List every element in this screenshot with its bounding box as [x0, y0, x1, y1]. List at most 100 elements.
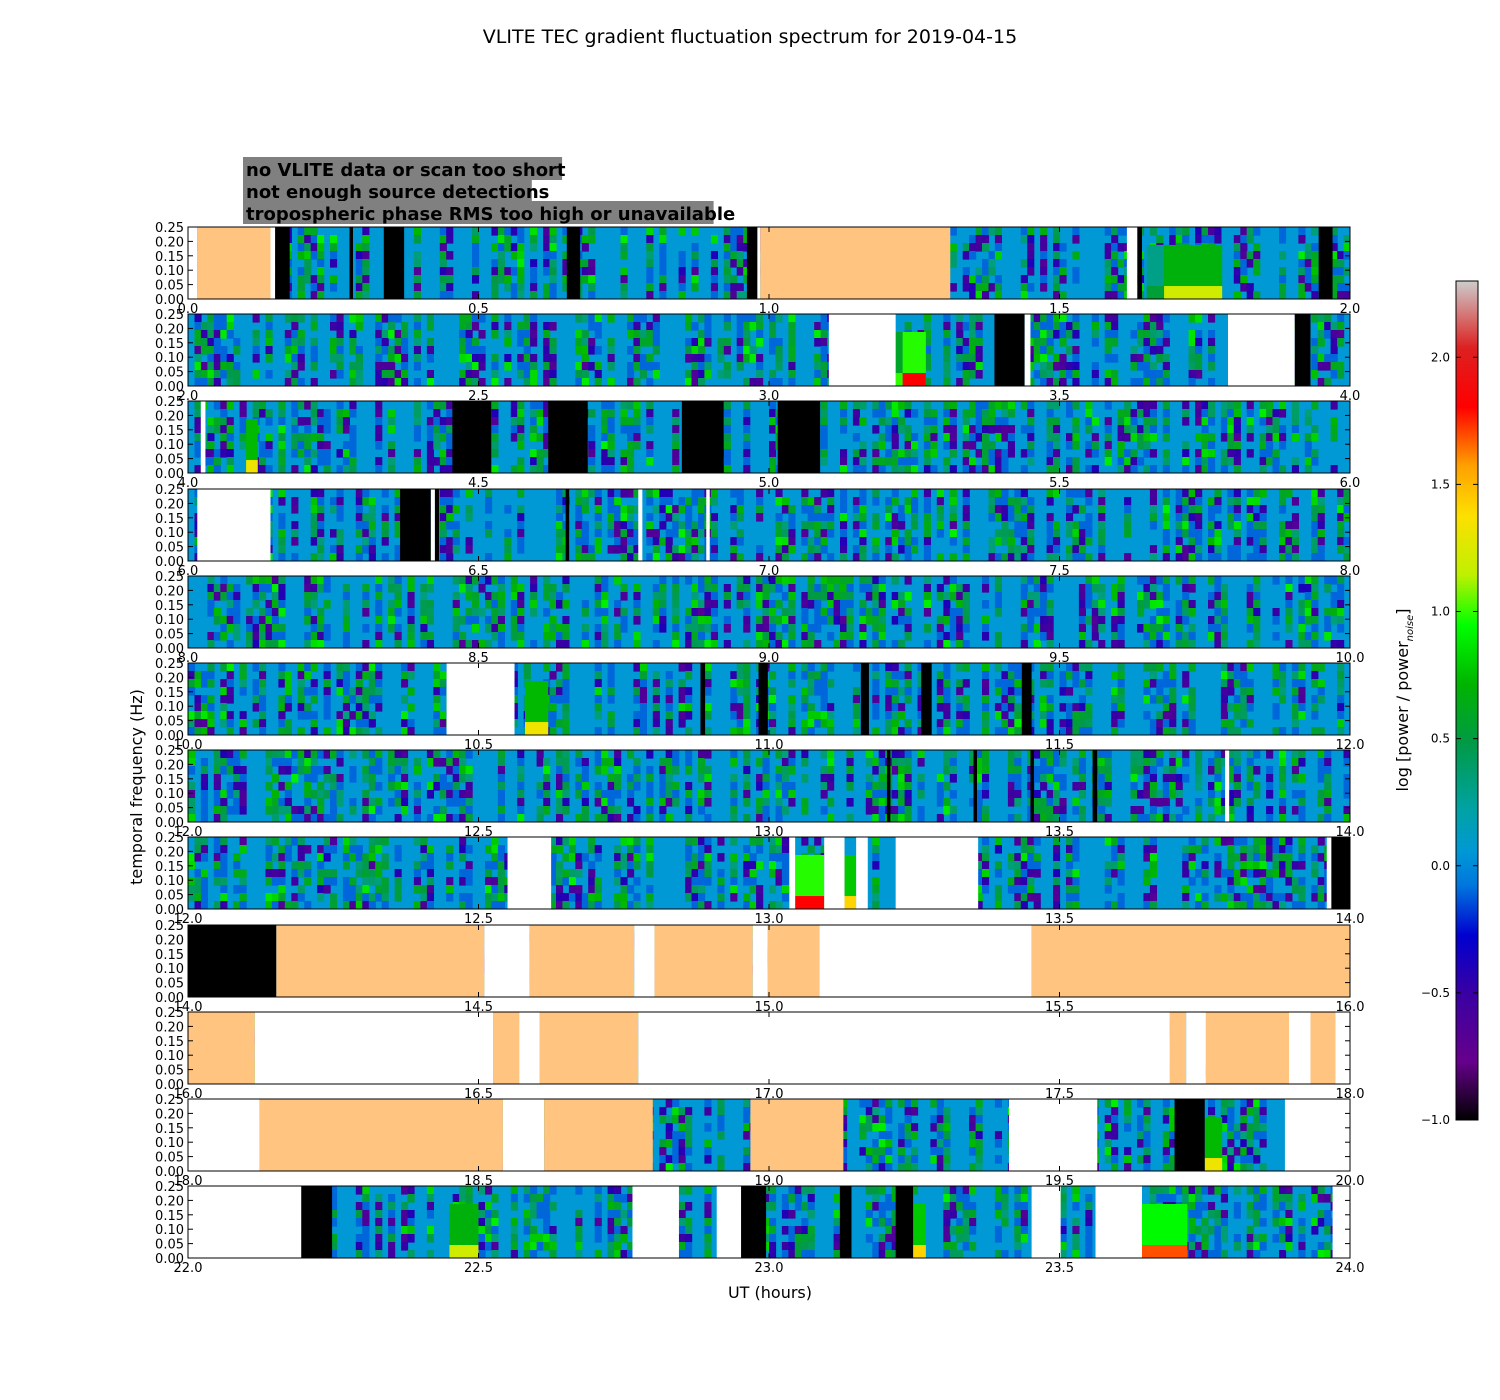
y-tick-label: 0.15	[155, 512, 184, 527]
panel-5: 0.000.050.100.150.200.25 10.0 10.5 11.0 11.5…	[155, 657, 1364, 753]
y-tick-label: 0.10	[155, 700, 184, 715]
x-tick-label: 22.0	[174, 1261, 203, 1276]
flag-black	[700, 663, 706, 735]
flag-orange	[197, 227, 271, 299]
y-tick-label: 0.15	[155, 337, 184, 352]
x-tick-label: 10.5	[464, 738, 493, 753]
x-tick-label: 14.5	[464, 1000, 493, 1015]
y-tick-label: 0.25	[155, 657, 184, 672]
y-tick-label: 0.00	[155, 816, 184, 831]
x-tick-label: 14.0	[174, 1000, 203, 1015]
x-tick-label: 2.5	[468, 389, 489, 404]
flag-white	[519, 1012, 540, 1084]
flag-white	[1008, 1099, 1098, 1171]
flag-white	[1227, 314, 1295, 386]
panel-8: 0.000.050.100.150.200.25 14.0 14.5 15.0 15.5…	[155, 919, 1364, 1015]
flag-black	[1174, 1099, 1205, 1171]
flag-white	[446, 663, 515, 735]
y-tick-label: 0.25	[155, 483, 184, 498]
flag-black	[839, 1186, 852, 1258]
y-tick-label: 0.15	[155, 860, 184, 875]
x-tick-label: 19.5	[1045, 1174, 1074, 1189]
flag-white	[188, 1099, 260, 1171]
colorbar-label: log [power / powernoise]	[1393, 608, 1416, 791]
x-tick-label: 2.0	[1340, 302, 1361, 317]
flag-black	[452, 401, 492, 473]
panel-4: 0.000.050.100.150.200.25 8.0 8.5 9.0 9.5 10.0	[155, 570, 1364, 666]
y-tick-label: 0.00	[155, 555, 184, 570]
chart-title: VLITE TEC gradient fluctuation spectrum …	[483, 26, 1017, 48]
colorbar-tick-label: 0.5	[1431, 732, 1450, 746]
flag-black	[349, 227, 354, 299]
y-tick-label: 0.25	[155, 1006, 184, 1021]
flag-white	[1031, 1186, 1061, 1258]
colorbar: −1.0 −0.5 0.0 0.5 1.0 1.5 2.0 log [power / powe…	[1393, 280, 1479, 1127]
x-tick-label: 16.0	[1336, 1000, 1365, 1015]
x-tick-label: 8.0	[178, 651, 199, 666]
y-tick-label: 0.10	[155, 264, 184, 279]
flag-black	[188, 925, 277, 997]
flag-white	[1024, 314, 1031, 386]
hot-region	[1204, 1117, 1223, 1171]
flag-black	[746, 227, 758, 299]
flag-orange	[544, 1099, 653, 1171]
flag-black	[895, 1186, 914, 1258]
y-tick-label: 0.00	[155, 991, 184, 1006]
x-tick-label: 6.0	[178, 564, 199, 579]
y-tick-label: 0.20	[155, 758, 184, 773]
panels: 0.000.050.100.150.200.250.0 0.5 1.0 1.5 2.00…	[155, 221, 1365, 1276]
y-tick-label: 0.15	[155, 599, 184, 614]
x-tick-label: 4.5	[468, 476, 489, 491]
y-tick-label: 0.15	[155, 686, 184, 701]
x-tick-label: 12.0	[174, 825, 203, 840]
panel-1: 0.000.050.100.150.200.25 2.0 2.5 3.0 3.5 4.0	[155, 308, 1360, 404]
x-tick-label: 5.5	[1049, 476, 1070, 491]
x-tick-label: 11.5	[1045, 738, 1074, 753]
hot-region-peak	[449, 1245, 479, 1258]
x-tick-label: 20.0	[1336, 1174, 1365, 1189]
y-tick-label: 0.05	[155, 1151, 184, 1166]
y-tick-label: 0.05	[155, 889, 184, 904]
flag-white	[1225, 750, 1230, 822]
y-tick-label: 0.05	[155, 715, 184, 730]
flag-orange	[1169, 1012, 1187, 1084]
x-tick-label: 9.0	[759, 651, 780, 666]
colorbar-tick-label: 1.0	[1431, 605, 1450, 619]
flag-orange	[259, 1099, 503, 1171]
x-tick-label: 12.5	[464, 912, 493, 927]
flag-orange	[529, 925, 635, 997]
flag-orange	[767, 925, 820, 997]
flag-white	[752, 925, 768, 997]
x-tick-label: 7.0	[759, 564, 780, 579]
flag-black	[275, 227, 290, 299]
x-tick-label: 3.0	[759, 389, 780, 404]
panel-7: 0.000.050.100.150.200.25 12.0 12.5 13.0 13.5…	[155, 831, 1364, 927]
x-tick-label: 12.5	[464, 825, 493, 840]
flag-white	[638, 1012, 1170, 1084]
x-tick-label: 2.0	[178, 389, 199, 404]
y-tick-label: 0.25	[155, 308, 184, 323]
colorbar-tick-label: 1.5	[1431, 477, 1450, 491]
x-tick-label: 10.0	[174, 738, 203, 753]
flag-black	[973, 750, 977, 822]
flag-white	[634, 925, 655, 997]
y-tick-label: 0.20	[155, 322, 184, 337]
flag-orange	[1031, 925, 1350, 997]
x-tick-label: 12.0	[1336, 738, 1365, 753]
flag-white	[638, 489, 643, 561]
flag-black	[921, 663, 932, 735]
y-tick-label: 0.20	[155, 1194, 184, 1209]
flag-white	[430, 489, 435, 561]
flag-white	[1288, 1012, 1311, 1084]
hot-region-peak	[524, 722, 549, 735]
x-tick-label: 6.5	[468, 564, 489, 579]
flag-white	[1335, 1012, 1350, 1084]
flag-white	[757, 227, 761, 299]
legend-box-2	[243, 201, 714, 224]
hot-region	[902, 332, 926, 386]
y-tick-label: 0.15	[155, 1209, 184, 1224]
x-axis-label: UT (hours)	[728, 1283, 812, 1302]
x-tick-label: 24.0	[1336, 1261, 1365, 1276]
y-tick-label: 0.25	[155, 1180, 184, 1195]
